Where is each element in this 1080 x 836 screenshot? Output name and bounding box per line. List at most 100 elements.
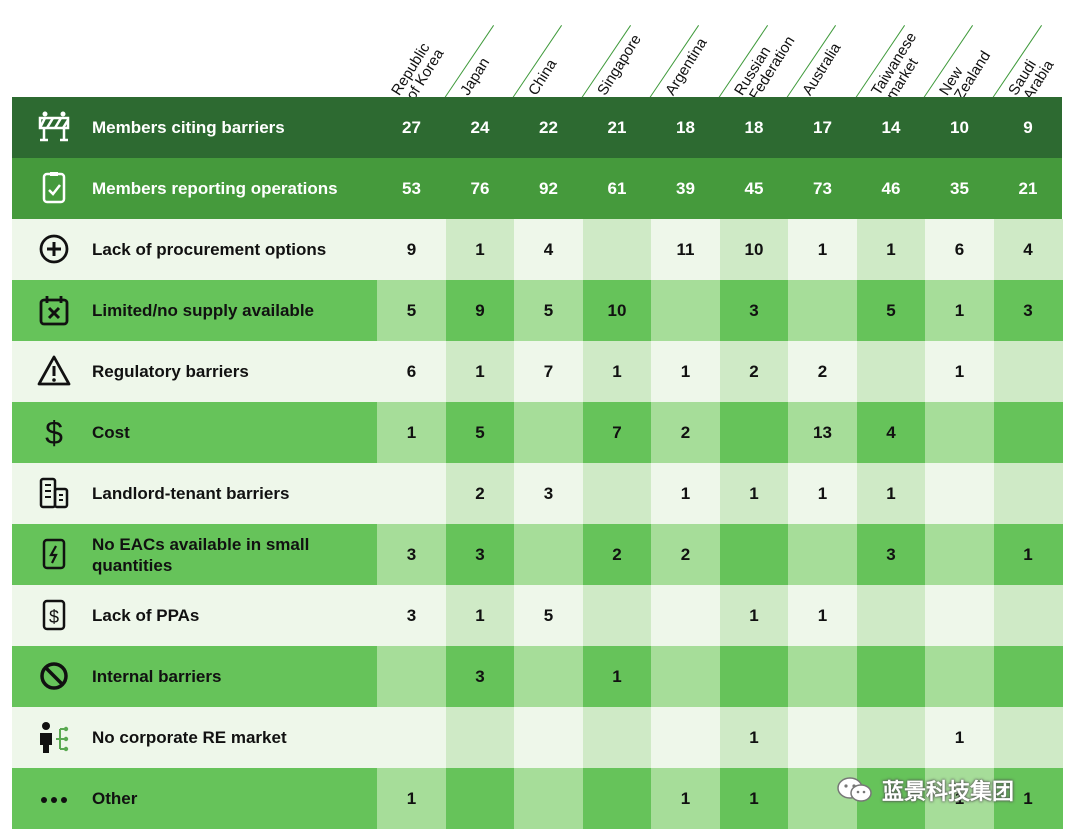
value-cell: 18 (676, 117, 695, 137)
row-label-cell: Members reporting operations (12, 158, 377, 219)
row-label: Lack of PPAs (92, 606, 200, 625)
value-cell (788, 524, 857, 585)
value-cell (925, 463, 994, 524)
value-cell (993, 707, 1063, 768)
watermark-text: 蓝景科技集团 (882, 779, 1015, 804)
row-label-cell: Landlord-tenant barriers (12, 463, 377, 524)
value-cell (582, 707, 652, 768)
value-cell (856, 341, 926, 402)
value-cell: 21 (1018, 178, 1038, 198)
value-cell: 1 (651, 463, 720, 524)
value-cell: 9 (445, 280, 515, 341)
value-cell: 3 (377, 524, 446, 585)
value-cell: 7 (582, 402, 652, 463)
row-label-cell: $ Lack of PPAs (12, 585, 377, 646)
value-cell: 1 (651, 341, 720, 402)
value-cell: 11 (651, 219, 720, 280)
value-cell: 46 (881, 178, 901, 198)
value-cell: 10 (719, 219, 789, 280)
value-cell: 9 (1023, 117, 1033, 137)
value-cell (514, 646, 583, 707)
table-row: Lack of procurement options 9 1 4 11 10 1 1 6 4 (12, 219, 1063, 280)
value-cell (719, 402, 789, 463)
dollar-icon: $ (36, 414, 72, 450)
value-cell: 1 (445, 585, 515, 646)
value-cell (993, 646, 1063, 707)
value-cell: 73 (813, 178, 832, 198)
value-cell: 1 (719, 707, 789, 768)
row-label: Members reporting operations (92, 179, 338, 198)
value-cell: 5 (514, 585, 583, 646)
column-header-line: Japan (456, 54, 493, 99)
value-cell: 6 (925, 219, 994, 280)
value-cell: 17 (813, 117, 832, 137)
value-cell: 1 (788, 585, 857, 646)
value-cell: 76 (470, 178, 490, 198)
value-cell: 6 (377, 341, 446, 402)
value-cell: 35 (950, 178, 969, 198)
value-cell (377, 646, 446, 707)
value-cell (582, 585, 652, 646)
table-row: No corporate RE market 1 1 (12, 707, 1063, 768)
value-cell: 5 (514, 280, 583, 341)
value-cell: 14 (881, 117, 901, 137)
dollar-document-icon: $ (36, 597, 72, 633)
value-cell: 92 (539, 178, 558, 198)
value-cell: 2 (445, 463, 515, 524)
value-cell: 1 (925, 341, 994, 402)
value-cell: 2 (651, 402, 720, 463)
row-label: Cost (92, 423, 130, 442)
value-cell (788, 707, 857, 768)
value-cell: 1 (925, 707, 994, 768)
row-label-cell: Regulatory barriers (12, 341, 377, 402)
value-cell (651, 707, 720, 768)
row-label-cell: No EACs available in small quantities (12, 524, 377, 585)
table-row: Internal barriers 3 1 (12, 646, 1063, 707)
value-cell (993, 585, 1063, 646)
value-cell: 3 (993, 280, 1063, 341)
plus-circle-icon (36, 231, 72, 267)
value-cell (651, 646, 720, 707)
value-cell: 18 (744, 117, 764, 137)
value-cell (719, 524, 789, 585)
value-cell: 3 (719, 280, 789, 341)
row-label-cell: Lack of procurement options (12, 219, 377, 280)
value-cell: 5 (856, 280, 926, 341)
row-label: Lack of procurement options (92, 240, 327, 259)
value-cell: 4 (514, 219, 583, 280)
value-cell (925, 524, 994, 585)
row-label: Internal barriers (92, 667, 222, 686)
value-cell: 10 (950, 117, 969, 137)
value-cell (514, 707, 583, 768)
value-cell (582, 219, 652, 280)
value-cell: 4 (856, 402, 926, 463)
value-cell (719, 646, 789, 707)
clipboard-check-icon (36, 170, 72, 206)
value-cell (856, 646, 926, 707)
row-label-cell: Members citing barriers (12, 97, 377, 158)
row-label: Limited/no supply available (92, 301, 314, 320)
table-row: Other 1 1 1 1 1 (12, 768, 1063, 829)
value-cell: 1 (925, 768, 994, 829)
value-cell: 1 (445, 341, 515, 402)
value-cell: 39 (676, 178, 695, 198)
value-cell: 1 (719, 585, 789, 646)
table-row: No EACs available in small quantities 3 3 2… (12, 524, 1063, 585)
table-row: $ Cost 1 5 7 2 13 4 (12, 402, 1063, 463)
value-cell (788, 280, 857, 341)
value-cell: 1 (925, 280, 994, 341)
value-cell: 1 (651, 768, 720, 829)
value-cell (514, 524, 583, 585)
value-cell (993, 341, 1063, 402)
value-cell: 24 (470, 117, 490, 137)
value-cell: 1 (856, 219, 926, 280)
prohibited-icon (36, 658, 72, 694)
value-cell (514, 768, 583, 829)
value-cell (925, 402, 994, 463)
value-cell: 1 (993, 768, 1063, 829)
value-cell: 1 (788, 219, 857, 280)
value-cell: 1 (856, 463, 926, 524)
value-cell: 1 (788, 463, 857, 524)
value-cell: 3 (856, 524, 926, 585)
row-label: Landlord-tenant barriers (92, 484, 290, 503)
